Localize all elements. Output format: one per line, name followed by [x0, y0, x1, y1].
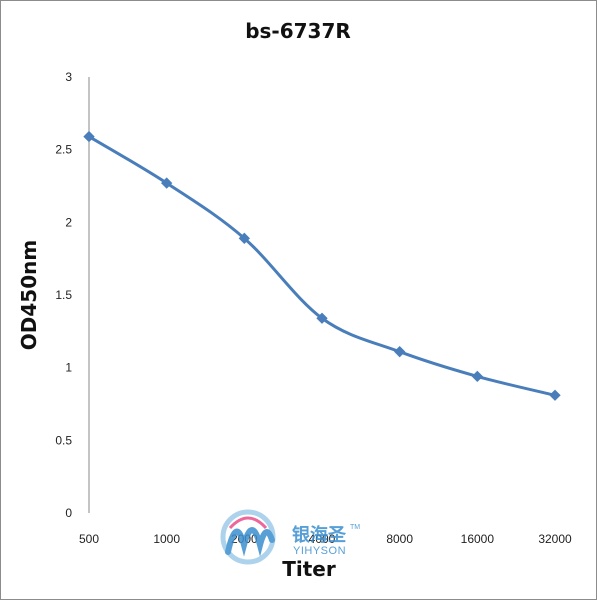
x-tick-label: 4000: [309, 532, 336, 546]
data-point-marker: [238, 232, 250, 244]
y-tick-label: 0: [65, 506, 72, 520]
watermark-emblem-icon: [220, 509, 276, 565]
y-axis-ticks: 0 0.5 1 1.5 2 2.5 3: [55, 70, 72, 520]
x-tick-label: 500: [79, 532, 99, 546]
y-tick-label: 1: [65, 361, 72, 375]
data-point-marker: [316, 312, 328, 324]
data-point-marker: [549, 389, 561, 401]
x-tick-label: 8000: [386, 532, 413, 546]
x-axis-title: Titer: [282, 557, 336, 581]
y-tick-label: 2: [65, 215, 72, 229]
watermark-logo: 银海圣 TM YIHYSON: [220, 509, 360, 565]
data-point-marker: [471, 370, 483, 383]
watermark-chinese-text: 银海圣: [292, 524, 347, 546]
series-line: [88, 135, 556, 397]
y-tick-label: 1.5: [55, 288, 72, 302]
y-axis-title: OD450nm: [17, 240, 41, 350]
data-point-marker: [161, 177, 173, 189]
x-tick-label: 16000: [461, 532, 495, 546]
y-tick-label: 3: [65, 70, 72, 84]
y-tick-label: 2.5: [55, 143, 72, 157]
data-point-marker: [394, 346, 406, 358]
watermark-tm: TM: [350, 524, 360, 531]
series-markers: [83, 130, 561, 401]
watermark-english-text: YIHYSON: [293, 545, 346, 557]
y-tick-label: 0.5: [55, 433, 72, 447]
x-tick-label: 1000: [153, 532, 180, 546]
chart-title: bs-6737R: [245, 19, 351, 43]
x-tick-label: 32000: [538, 532, 572, 546]
